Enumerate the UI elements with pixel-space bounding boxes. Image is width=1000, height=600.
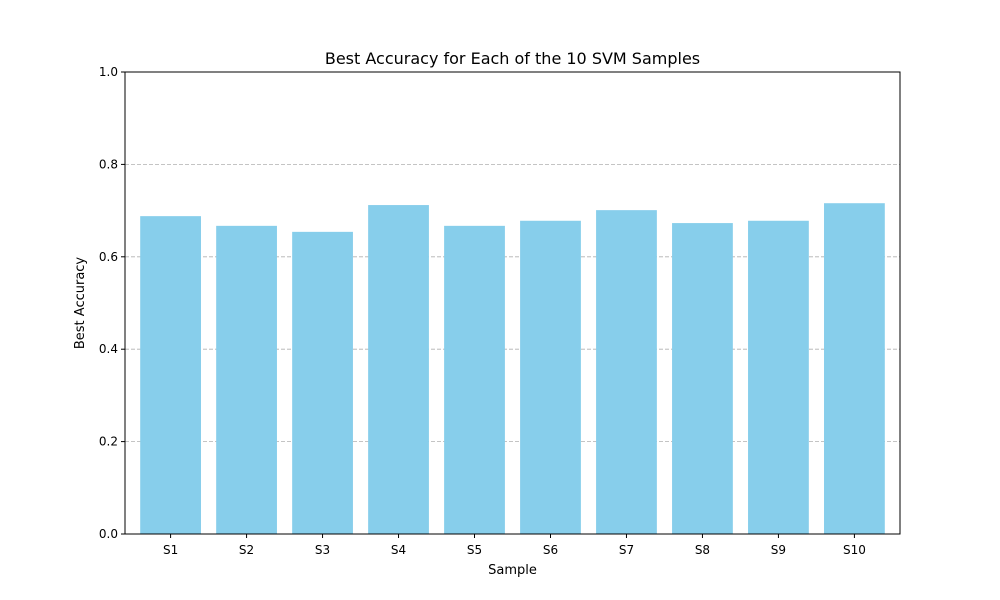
x-tick-label: S10 xyxy=(843,543,866,557)
chart-title: Best Accuracy for Each of the 10 SVM Sam… xyxy=(325,49,700,68)
y-tick-label: 0.6 xyxy=(99,250,118,264)
x-tick-label: S3 xyxy=(315,543,330,557)
x-tick-label: S1 xyxy=(163,543,178,557)
x-tick-label: S4 xyxy=(391,543,406,557)
y-axis-label: Best Accuracy xyxy=(73,257,88,350)
y-tick-label: 0.4 xyxy=(99,342,118,356)
x-tick-label: S7 xyxy=(619,543,634,557)
bar-s6 xyxy=(520,220,581,535)
plot-frame xyxy=(124,71,901,535)
y-tick-label: 0.2 xyxy=(99,435,118,449)
bar-s10 xyxy=(824,203,885,534)
x-tick-label: S2 xyxy=(239,543,254,557)
x-tick-label: S8 xyxy=(695,543,710,557)
bar-s9 xyxy=(748,220,809,535)
x-axis-ticks: S1 S2 S3 S4 S5 S6 S7 S8 S9 S10 xyxy=(163,534,866,557)
x-axis-label: Sample xyxy=(488,563,537,578)
y-axis-ticks: 0.0 0.2 0.4 0.6 0.8 1.0 xyxy=(99,65,125,541)
x-tick-label: S6 xyxy=(543,543,558,557)
y-tick-label: 1.0 xyxy=(99,65,118,79)
y-tick-label: 0.8 xyxy=(99,157,118,171)
bar-s2 xyxy=(216,225,277,534)
x-tick-label: S5 xyxy=(467,543,482,557)
bar-s3 xyxy=(292,231,353,535)
y-tick-label: 0.0 xyxy=(99,527,118,541)
bar-s8 xyxy=(672,223,733,534)
bar-s5 xyxy=(444,225,505,534)
bar-s7 xyxy=(596,210,657,534)
bar-s1 xyxy=(140,216,201,535)
x-tick-label: S9 xyxy=(771,543,786,557)
bars xyxy=(140,203,885,535)
bar-s4 xyxy=(368,205,429,534)
